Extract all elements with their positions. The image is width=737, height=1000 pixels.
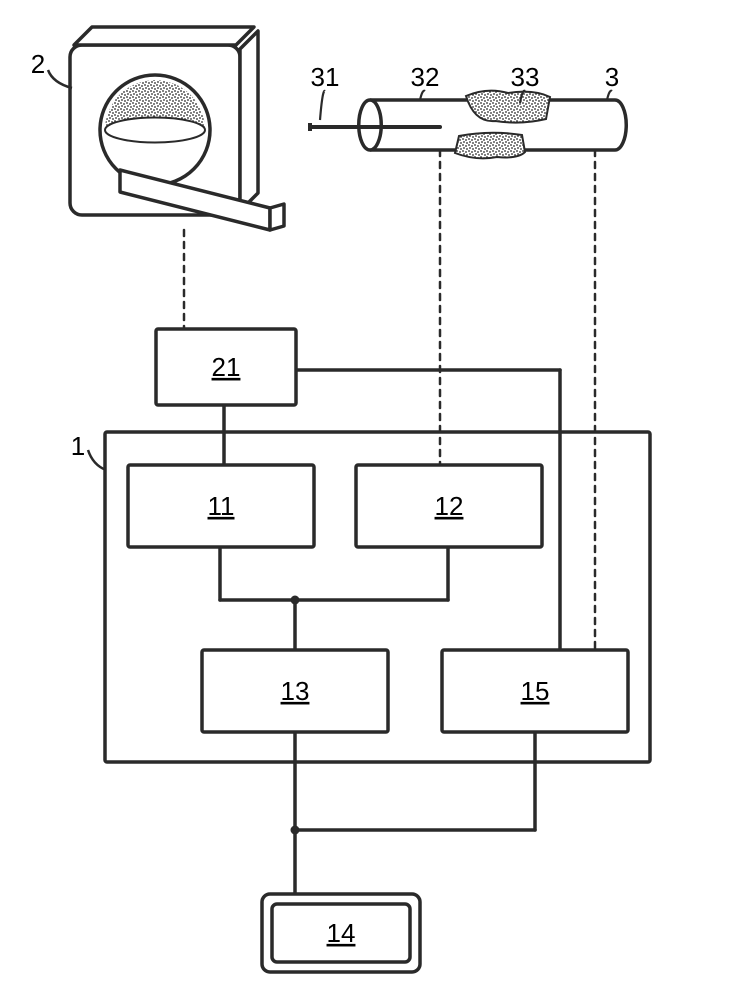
box-11-label: 11 xyxy=(208,491,235,521)
box-15-label: 15 xyxy=(521,676,550,706)
box-21-label: 21 xyxy=(212,352,241,382)
ref-label-3: 3 xyxy=(605,62,619,92)
box-12-label: 12 xyxy=(435,491,464,521)
ref-label-31: 31 xyxy=(311,62,340,92)
ref-label-33: 33 xyxy=(511,62,540,92)
ref-label-1: 1 xyxy=(71,431,85,461)
box-13-label: 13 xyxy=(281,676,310,706)
ref-label-32: 32 xyxy=(411,62,440,92)
ref-label-2: 2 xyxy=(31,49,45,79)
box-14-label: 14 xyxy=(327,918,356,948)
